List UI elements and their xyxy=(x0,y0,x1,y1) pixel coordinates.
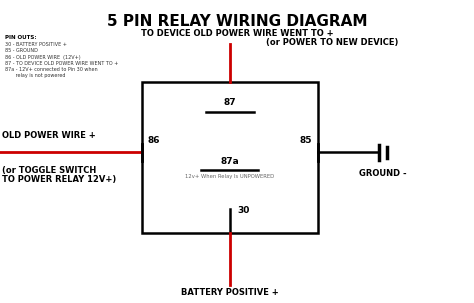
Text: 85 - GROUND: 85 - GROUND xyxy=(5,48,37,54)
Text: (or TOGGLE SWITCH: (or TOGGLE SWITCH xyxy=(2,166,97,175)
Text: 5 PIN RELAY WIRING DIAGRAM: 5 PIN RELAY WIRING DIAGRAM xyxy=(107,14,367,29)
Text: TO DEVICE OLD POWER WIRE WENT TO +: TO DEVICE OLD POWER WIRE WENT TO + xyxy=(141,29,333,38)
Text: 30 - BATTERY POSITIVE +: 30 - BATTERY POSITIVE + xyxy=(5,42,67,48)
Text: GROUND -: GROUND - xyxy=(359,169,407,178)
Text: 85: 85 xyxy=(300,136,312,145)
Text: 12v+ When Relay Is UNPOWERED: 12v+ When Relay Is UNPOWERED xyxy=(185,174,274,179)
Text: 87a - 12V+ connected to Pin 30 when: 87a - 12V+ connected to Pin 30 when xyxy=(5,67,97,72)
Text: PIN OUTS:: PIN OUTS: xyxy=(5,35,36,40)
Text: 30: 30 xyxy=(237,206,249,215)
Text: 86 - OLD POWER WIRE  (12V+): 86 - OLD POWER WIRE (12V+) xyxy=(5,55,81,60)
Text: 87a: 87a xyxy=(220,157,239,166)
Text: OLD POWER WIRE +: OLD POWER WIRE + xyxy=(2,131,96,140)
Text: relay is not powered: relay is not powered xyxy=(5,73,65,78)
Text: (or POWER TO NEW DEVICE): (or POWER TO NEW DEVICE) xyxy=(265,38,398,47)
Text: 87: 87 xyxy=(224,98,236,107)
Text: 86: 86 xyxy=(148,136,160,145)
Text: 87 - TO DEVICE OLD POWER WIRE WENT TO +: 87 - TO DEVICE OLD POWER WIRE WENT TO + xyxy=(5,61,118,66)
Text: BATTERY POSITIVE +: BATTERY POSITIVE + xyxy=(181,288,279,298)
Text: TO POWER RELAY 12V+): TO POWER RELAY 12V+) xyxy=(2,175,117,184)
Bar xyxy=(142,82,318,233)
